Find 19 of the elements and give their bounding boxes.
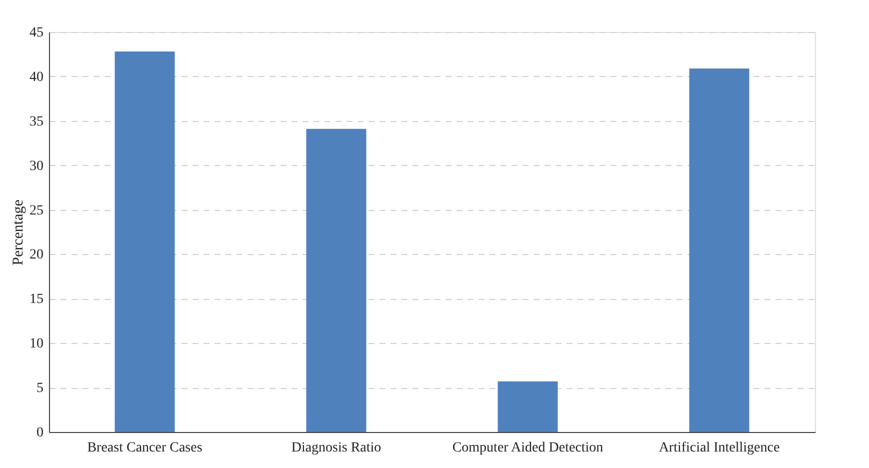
y-tick-label: 10 <box>30 336 44 352</box>
bar <box>114 52 175 432</box>
bar <box>689 68 750 432</box>
y-axis-title: Percentage <box>10 199 26 266</box>
bar <box>498 381 558 432</box>
bar <box>306 128 366 432</box>
y-tick-label: 30 <box>30 158 44 174</box>
x-tick-label: Artificial Intelligence <box>658 440 780 456</box>
y-tick-label: 45 <box>30 26 44 40</box>
y-tick-label: 15 <box>30 292 44 308</box>
y-tick-label: 0 <box>36 426 44 440</box>
x-tick-label: Breast Cancer Cases <box>87 440 202 456</box>
y-tick-label: 20 <box>30 248 44 263</box>
x-tick-label: Diagnosis Ratio <box>291 440 382 456</box>
y-tick-label: 25 <box>30 203 44 218</box>
y-tick-label: 35 <box>30 114 44 130</box>
y-tick-label: 40 <box>30 70 44 85</box>
y-tick-label: 5 <box>36 381 44 396</box>
x-tick-label: Computer Aided Detection <box>452 440 604 456</box>
